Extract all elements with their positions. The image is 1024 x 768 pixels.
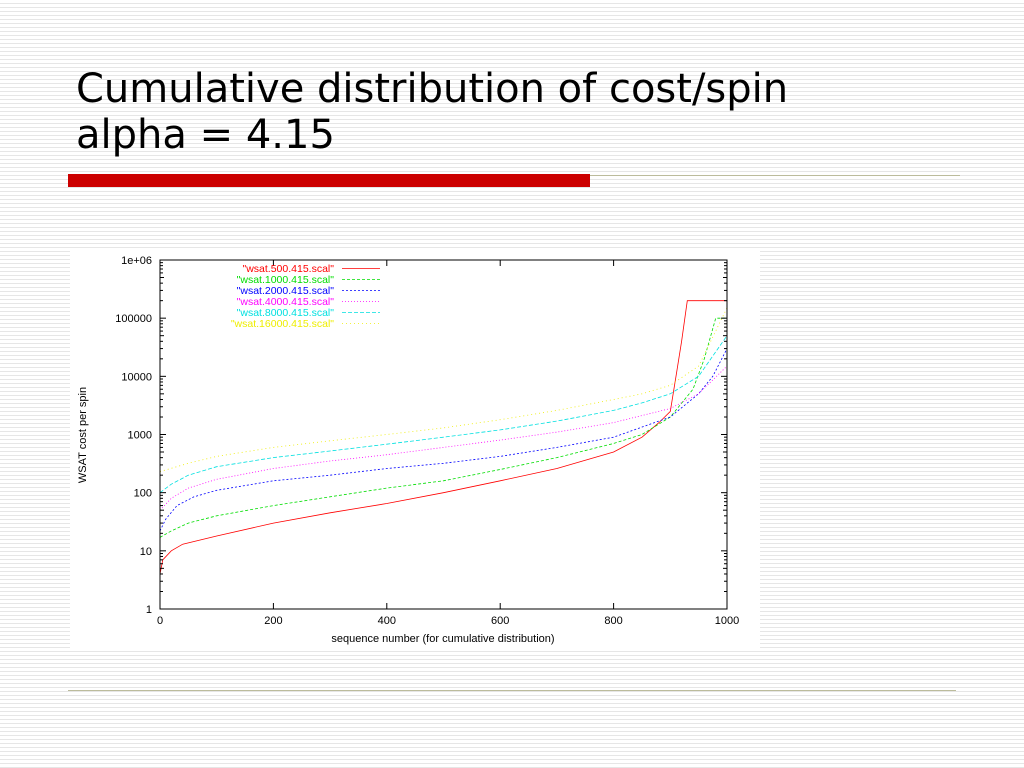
series-line	[159, 365, 728, 511]
y-tick-label: 100000	[115, 313, 152, 325]
legend-label: "wsat.4000.415.scal"	[237, 296, 335, 308]
x-tick-label: 200	[264, 615, 282, 627]
y-axis-ticks: 1 10 100 1000 10000 100000 1e+06	[115, 255, 727, 616]
legend-label: "wsat.2000.415.scal"	[237, 285, 335, 297]
title-rule	[590, 175, 960, 176]
y-tick-label: 1	[146, 604, 152, 616]
legend-label: "wsat.8000.415.scal"	[237, 307, 335, 319]
chart-container: 0 200 400 600 800 1000 1 10 100 1000 10000 100000 1…	[70, 250, 760, 650]
x-axis-ticks: 0 200 400 600 800 1000	[157, 260, 739, 627]
series-line	[159, 300, 727, 575]
x-tick-label: 0	[157, 615, 163, 627]
title-accent-bar	[68, 174, 590, 187]
series-line	[159, 317, 727, 538]
slide-title-line-1: Cumulative distribution of cost/spin	[76, 66, 789, 112]
chart-svg: 0 200 400 600 800 1000 1101001000100001000001…	[77, 255, 739, 645]
footer-rule	[68, 690, 956, 691]
x-tick-label: 400	[378, 615, 396, 627]
x-axis-label: sequence number (for cumulative distribu…	[331, 633, 554, 645]
series-line	[159, 307, 728, 472]
legend-label: "wsat.1000.415.scal"	[237, 274, 335, 286]
y-axis-label: WSAT cost per spin	[77, 387, 89, 483]
x-tick-label: 600	[491, 615, 509, 627]
y-tick-label: 10000	[121, 371, 152, 383]
series-line	[159, 335, 728, 494]
x-tick-label: 1000	[715, 615, 739, 627]
slide-title: Cumulative distribution of cost/spin alp…	[76, 66, 956, 158]
y-tick-label: 10	[140, 546, 152, 558]
legend-label: "wsat.500.415.scal"	[242, 263, 334, 275]
y-tick-label: 100	[134, 488, 152, 500]
y-tick-label: 1e+06	[121, 255, 152, 267]
legend: "wsat.500.415.scal""wsat.1000.415.scal""…	[231, 263, 380, 330]
legend-label: "wsat.16000.415.scal"	[231, 318, 334, 330]
slide-title-line-2: alpha = 4.15	[76, 112, 335, 158]
y-tick-label: 1000	[128, 430, 152, 442]
plot-lines	[159, 300, 728, 575]
x-tick-label: 800	[604, 615, 622, 627]
series-line	[159, 348, 728, 532]
